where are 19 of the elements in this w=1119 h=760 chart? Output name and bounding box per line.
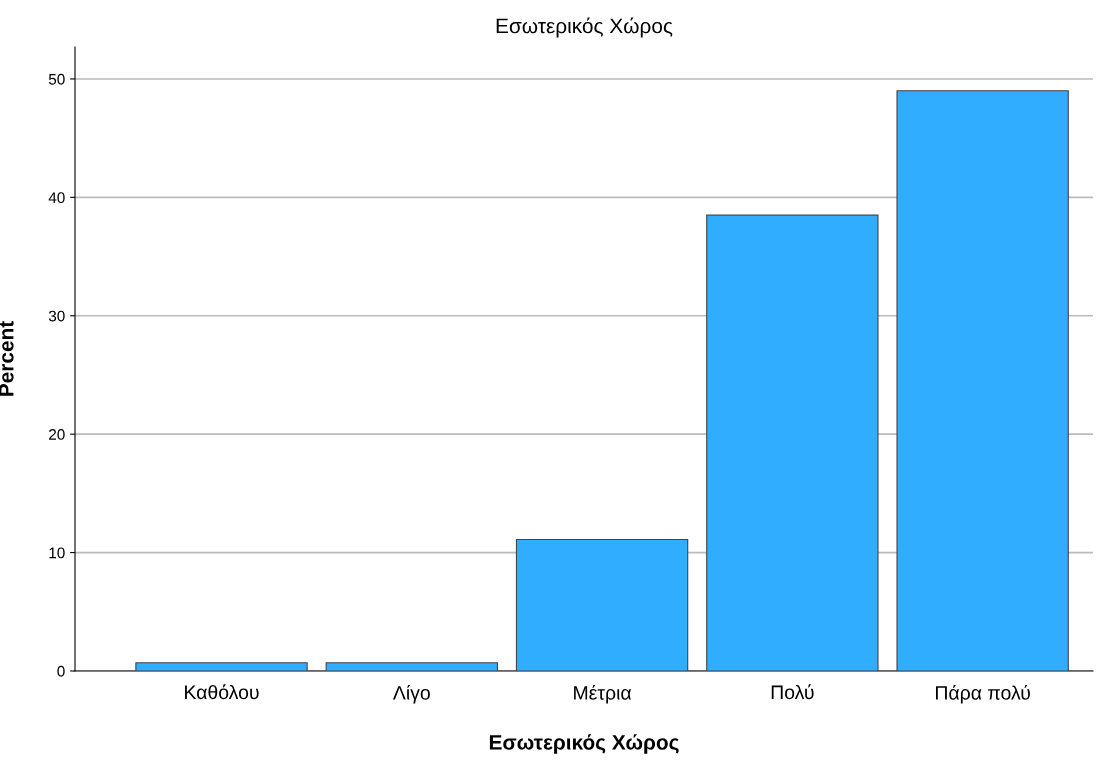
x-tick-label: Λίγο: [392, 684, 430, 704]
y-tick-label: 0: [57, 665, 65, 677]
y-tick-label: 10: [49, 547, 65, 559]
y-tick-label: 40: [48, 192, 65, 204]
y-axis-title: Percent: [0, 321, 14, 396]
bar: [706, 214, 879, 671]
x-axis-title: Εσωτερικός Χώρος: [489, 734, 679, 754]
x-tick-label: Πολύ: [771, 684, 814, 700]
bar: [896, 90, 1069, 671]
x-tick-label: Καθόλου: [185, 684, 259, 700]
y-tick-label: 50: [48, 73, 65, 85]
bar: [515, 539, 689, 671]
bar: [325, 662, 498, 671]
y-tick-label: 20: [49, 429, 65, 440]
y-tick-label: 30: [48, 310, 65, 322]
x-tick-label: Μέτρια: [574, 684, 632, 704]
x-tick-label: Πάρα πολύ: [935, 684, 1030, 704]
chart-title: Εσωτερικός Χώρος: [496, 17, 673, 38]
bar: [135, 662, 308, 671]
